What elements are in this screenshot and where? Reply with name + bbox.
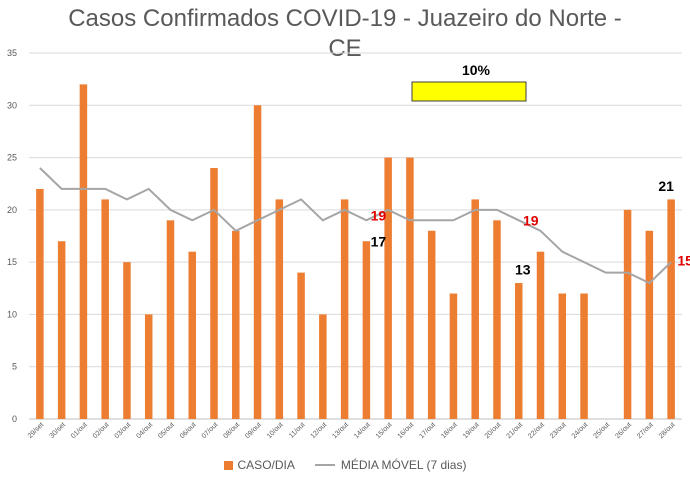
y-tick-label: 5 — [12, 362, 17, 372]
bar — [36, 188, 44, 419]
legend: CASO/DIA MÉDIA MÓVEL (7 dias) — [0, 458, 690, 472]
x-tick-label: 09/out — [244, 421, 263, 440]
bar — [493, 220, 501, 419]
chart-title-line-1: Casos Confirmados COVID-19 - Juazeiro do… — [68, 5, 622, 32]
bar — [297, 272, 305, 419]
x-tick-label: 27/out — [636, 421, 655, 440]
x-tick-label: 06/out — [179, 421, 198, 440]
bar — [406, 157, 414, 420]
x-tick-label: 12/out — [310, 421, 329, 440]
chart-title-line-2: CE — [328, 35, 362, 62]
x-tick-label: 13/out — [331, 421, 350, 440]
x-tick-label: 14/out — [353, 421, 372, 440]
highlight-box-label: 10% — [462, 62, 491, 78]
moving-average-line — [39, 167, 672, 285]
x-tick-label: 01/out — [70, 421, 89, 440]
annotation-label: 17 — [371, 233, 387, 249]
annotation-label: 19 — [523, 213, 539, 229]
x-tick-label: 25/out — [593, 421, 612, 440]
chart-title: Casos Confirmados COVID-19 - Juazeiro do… — [0, 4, 690, 64]
bar — [580, 293, 588, 419]
x-tick-label: 03/out — [114, 421, 133, 440]
legend-item-bars: CASO/DIA — [223, 458, 295, 472]
y-tick-label: 20 — [7, 205, 17, 215]
bar — [558, 293, 567, 419]
annotation-label: 21 — [658, 178, 674, 194]
y-tick-label: 10 — [7, 309, 17, 319]
bar — [275, 199, 284, 419]
highlight-box — [411, 81, 527, 102]
legend-label-line: MÉDIA MÓVEL (7 dias) — [340, 458, 467, 472]
x-tick-label: 22/out — [527, 421, 546, 440]
bar — [667, 199, 675, 419]
annotation-label: 13 — [515, 262, 531, 278]
x-tick-label: 08/out — [222, 421, 241, 440]
x-tick-label: 02/out — [92, 421, 111, 440]
bar — [123, 262, 131, 419]
legend-swatch-bar — [223, 460, 233, 470]
x-tick-label: 21/out — [505, 421, 524, 440]
x-tick-label: 19/out — [462, 421, 481, 440]
x-tick-label: 05/out — [157, 421, 176, 440]
x-tick-label: 23/out — [549, 421, 568, 440]
bar — [623, 209, 632, 419]
legend-label-bars: CASO/DIA — [237, 458, 295, 472]
x-tick-label: 24/out — [571, 421, 590, 440]
bar — [319, 314, 327, 419]
legend-swatch-line — [314, 464, 335, 466]
legend-item-line: MÉDIA MÓVEL (7 dias) — [314, 458, 467, 472]
x-tick-label: 15/out — [375, 421, 394, 440]
bar — [188, 251, 196, 419]
bar — [210, 168, 218, 419]
bar — [166, 220, 175, 419]
bar — [101, 199, 109, 419]
annotation-label: 19 — [371, 207, 387, 223]
x-tick-label: 26/out — [614, 421, 633, 440]
x-tick-label: 10/out — [266, 421, 285, 440]
bar — [427, 230, 436, 419]
x-tick-label: 28/out — [658, 421, 677, 440]
x-tick-label: 29/set — [27, 421, 45, 439]
bar — [232, 230, 240, 419]
bar — [79, 84, 88, 419]
bar — [449, 293, 458, 419]
bar — [362, 241, 371, 419]
y-tick-label: 15 — [7, 257, 17, 267]
y-tick-label: 0 — [12, 414, 17, 424]
x-tick-label: 20/out — [484, 421, 503, 440]
bar — [536, 251, 545, 419]
y-tick-label: 30 — [7, 100, 17, 110]
x-tick-label: 16/out — [397, 421, 416, 440]
x-tick-label: 07/out — [201, 421, 220, 440]
bar — [144, 314, 153, 419]
y-tick-label: 35 — [7, 48, 17, 58]
y-tick-label: 25 — [7, 153, 17, 163]
bar — [471, 199, 479, 419]
bar — [384, 157, 392, 420]
x-tick-label: 18/out — [440, 421, 459, 440]
bar — [340, 199, 349, 419]
x-tick-label: 17/out — [418, 421, 437, 440]
x-tick-label: 30/set — [49, 421, 67, 439]
bar — [57, 241, 66, 419]
bar — [253, 105, 262, 420]
bar — [515, 283, 523, 419]
annotation-label: 15 — [677, 252, 690, 268]
x-tick-label: 04/out — [135, 421, 154, 440]
x-tick-label: 11/out — [288, 421, 306, 439]
bar — [645, 230, 654, 419]
